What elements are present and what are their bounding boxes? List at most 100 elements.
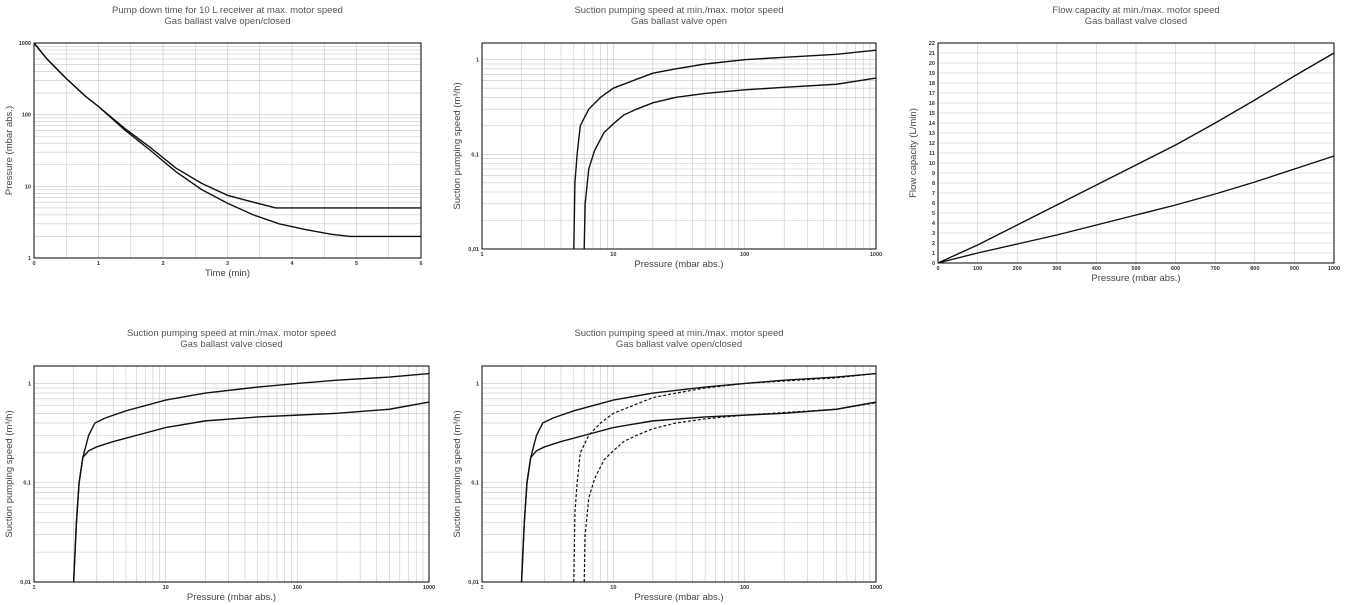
- y-tick-label: 6: [932, 201, 935, 207]
- series-line-2: [72, 401, 430, 583]
- x-tick-label: 400: [1092, 266, 1101, 272]
- plot-frame: [33, 365, 430, 583]
- plot-frame: [33, 42, 422, 259]
- series-line-4: [583, 402, 877, 583]
- chart-subtitle: Gas ballast valve closed: [1085, 16, 1187, 27]
- y-axis-label: Suction pumping speed (m³/h): [452, 410, 463, 537]
- x-tick-label: 4: [290, 261, 294, 267]
- grid: [937, 42, 1335, 264]
- x-axis-label: Time (min): [205, 268, 250, 279]
- y-tick-label: 19: [929, 71, 935, 77]
- x-tick-label: 1: [480, 585, 483, 591]
- y-tick-label: 0,1: [23, 481, 31, 487]
- chart-title: Flow capacity at min./max. motor speed: [1052, 5, 1219, 16]
- y-tick-label: 5: [932, 211, 935, 217]
- y-tick-label: 8: [932, 181, 935, 187]
- chart-speed_both: 1 10 100 1000 0,01 0,1 1 Suction pumping speed …: [452, 328, 882, 603]
- x-tick-label: 100: [740, 252, 749, 258]
- series-line-2: [33, 42, 421, 238]
- y-tick-label: 0: [932, 261, 935, 267]
- y-tick-label: 4: [932, 221, 936, 227]
- y-tick-label: 1: [28, 381, 31, 387]
- x-tick-label: 800: [1250, 266, 1259, 272]
- x-tick-label: 100: [740, 585, 749, 591]
- grid: [33, 42, 422, 259]
- x-tick-label: 10: [163, 585, 169, 591]
- chart-speed_open: 1 10 100 1000 0,01 0,1 1 Suction pumping speed …: [452, 5, 882, 270]
- y-tick-label: 3: [932, 231, 935, 237]
- y-tick-label: 0,1: [471, 152, 479, 158]
- series-line-1: [937, 52, 1335, 264]
- series-line-2: [520, 401, 877, 583]
- x-tick-label: 10: [610, 585, 616, 591]
- y-axis-label: Pressure (mbar abs.): [4, 106, 15, 195]
- series-line-2: [937, 155, 1335, 264]
- x-tick-label: 200: [1013, 266, 1022, 272]
- y-tick-label: 0,01: [468, 247, 479, 253]
- x-axis-label: Pressure (mbar abs.): [1091, 273, 1180, 284]
- series-line-2: [583, 77, 877, 250]
- y-tick-label: 11: [929, 151, 935, 157]
- x-tick-label: 1: [32, 585, 35, 591]
- y-tick-label: 15: [929, 111, 935, 117]
- series-line-1: [72, 372, 430, 583]
- x-tick-label: 1: [97, 261, 100, 267]
- y-tick-label: 0,01: [20, 580, 31, 586]
- chart-title: Suction pumping speed at min./max. motor…: [574, 5, 783, 16]
- y-tick-label: 20: [929, 61, 935, 67]
- y-tick-label: 17: [929, 91, 935, 97]
- y-axis-label: Flow capacity (L/min): [908, 108, 919, 198]
- x-tick-label: 1000: [1328, 266, 1340, 272]
- y-tick-label: 1000: [19, 41, 31, 47]
- y-tick-label: 12: [929, 141, 935, 147]
- x-tick-label: 10: [610, 252, 616, 258]
- chart-subtitle: Gas ballast valve open: [631, 16, 727, 27]
- x-tick-label: 700: [1211, 266, 1220, 272]
- x-tick-label: 6: [419, 261, 422, 267]
- chart-title: Suction pumping speed at min./max. motor…: [574, 328, 783, 339]
- chart-title: Suction pumping speed at min./max. motor…: [127, 328, 336, 339]
- x-tick-label: 100: [293, 585, 302, 591]
- x-tick-label: 1000: [870, 585, 882, 591]
- y-tick-label: 0,01: [468, 580, 479, 586]
- plot-frame: [937, 42, 1335, 264]
- grid: [33, 366, 430, 583]
- x-tick-label: 3: [226, 261, 229, 267]
- chart-title: Pump down time for 10 L receiver at max.…: [112, 5, 343, 16]
- y-axis-label: Suction pumping speed (m³/h): [4, 410, 15, 537]
- y-tick-label: 18: [929, 81, 935, 87]
- chart-subtitle: Gas ballast valve open/closed: [616, 339, 742, 350]
- y-tick-label: 100: [22, 113, 31, 119]
- x-tick-label: 100: [973, 266, 982, 272]
- grid: [481, 43, 877, 250]
- x-tick-label: 500: [1131, 266, 1140, 272]
- y-tick-label: 21: [929, 51, 935, 57]
- x-axis-label: Pressure (mbar abs.): [634, 259, 723, 270]
- y-tick-label: 7: [932, 191, 935, 197]
- y-tick-label: 10: [25, 184, 31, 190]
- y-tick-label: 0,1: [471, 481, 479, 487]
- series-line-1: [573, 49, 877, 250]
- y-tick-label: 2: [932, 241, 935, 247]
- x-tick-label: 1000: [423, 585, 435, 591]
- y-tick-label: 10: [929, 161, 935, 167]
- chart-subtitle: Gas ballast valve closed: [180, 339, 282, 350]
- x-tick-label: 1000: [870, 252, 882, 258]
- x-tick-label: 300: [1052, 266, 1061, 272]
- x-axis-label: Pressure (mbar abs.): [634, 592, 723, 603]
- y-tick-label: 1: [476, 58, 479, 64]
- x-tick-label: 600: [1171, 266, 1180, 272]
- y-tick-label: 1: [932, 251, 935, 257]
- x-tick-label: 0: [32, 261, 35, 267]
- y-tick-label: 22: [929, 41, 935, 47]
- grid: [481, 366, 877, 583]
- y-axis-label: Suction pumping speed (m³/h): [452, 82, 463, 209]
- y-tick-label: 13: [929, 131, 935, 137]
- y-tick-label: 16: [929, 101, 935, 107]
- x-axis-label: Pressure (mbar abs.): [187, 592, 276, 603]
- chart-subtitle: Gas ballast valve open/closed: [164, 16, 290, 27]
- y-tick-label: 1: [28, 256, 31, 262]
- y-tick-label: 14: [929, 121, 936, 127]
